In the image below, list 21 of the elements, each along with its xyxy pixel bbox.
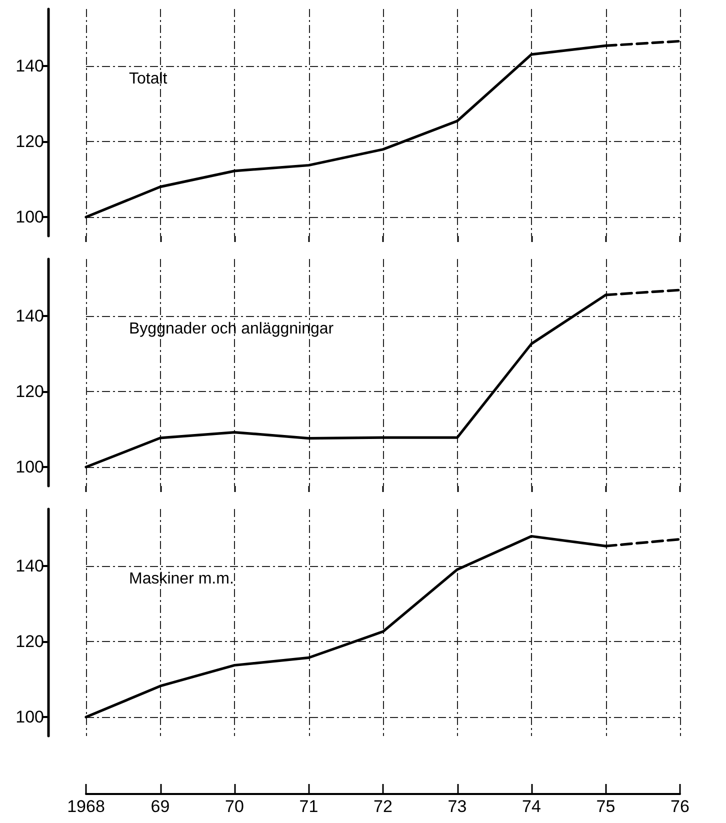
y-tick-label: 120: [16, 132, 44, 151]
y-tick-label: 100: [16, 208, 44, 227]
x-tick-label: 72: [374, 797, 392, 816]
x-tick-label: 75: [596, 797, 616, 816]
y-tick-label: 100: [16, 708, 44, 727]
y-tick-label: 140: [16, 556, 44, 576]
x-tick-label: 70: [225, 797, 244, 816]
x-tick-label: 1968: [67, 797, 105, 816]
y-tick-label: 100: [16, 458, 44, 477]
x-tick-label: 69: [150, 797, 170, 816]
x-tick-label: 74: [522, 797, 541, 816]
y-tick-label: 140: [16, 56, 44, 76]
text: Byggnader och anläggningar: [129, 320, 334, 338]
y-tick-label: 140: [16, 306, 44, 326]
y-tick-label: 120: [16, 632, 44, 651]
x-tick-label: 71: [299, 797, 318, 816]
x-tick-label: 76: [670, 797, 690, 816]
x-tick-label: 73: [448, 797, 467, 816]
y-tick-label: 120: [16, 382, 44, 401]
text: Maskiner m.m.: [129, 570, 234, 588]
text: Totalt: [129, 70, 168, 88]
